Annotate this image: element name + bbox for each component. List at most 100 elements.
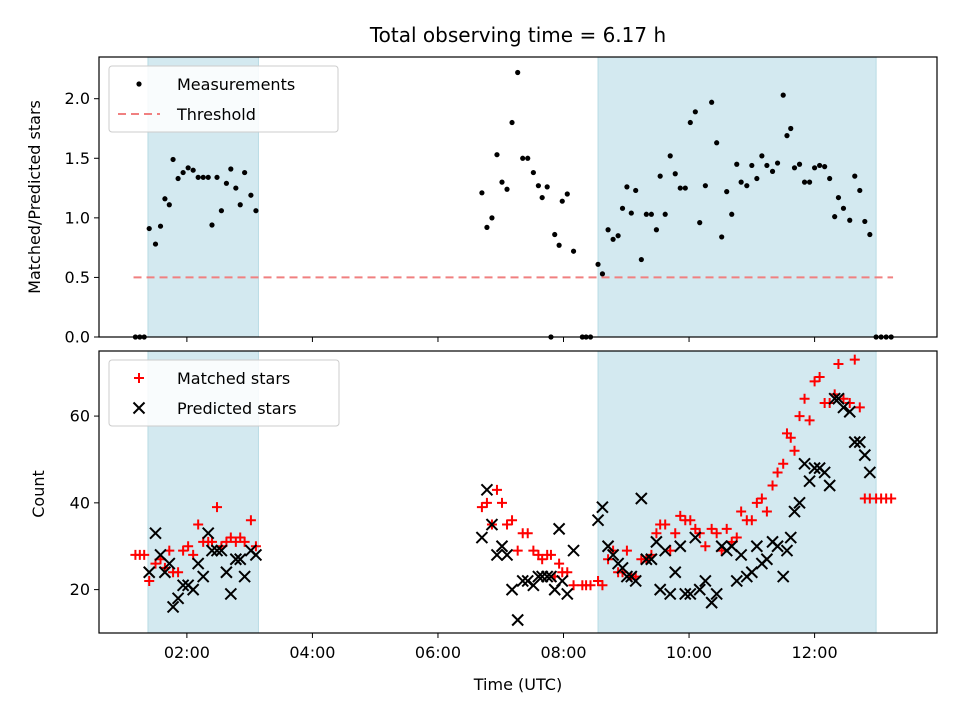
bottom-matched-stars-point-26 — [476, 502, 487, 513]
bottom-predicted-stars-point-12 — [202, 527, 215, 540]
bottom-y-tick-label-2: 60 — [70, 407, 90, 426]
bottom-legend-label-0: Matched stars — [177, 369, 290, 388]
top-measurements-point-66 — [677, 185, 683, 191]
bottom-matched-stars-point-33 — [512, 545, 523, 556]
top-measurements-point-25 — [253, 208, 259, 214]
top-measurements-point-74 — [719, 234, 725, 240]
top-measurements-point-69 — [692, 109, 698, 115]
top-measurements-point-78 — [738, 179, 744, 185]
bottom-predicted-stars-point-31 — [516, 574, 529, 588]
top-legend-label-1: Threshold — [176, 105, 256, 124]
top-measurements-point-55 — [624, 184, 630, 190]
bottom-matched-stars-point-22 — [235, 532, 246, 543]
top-measurements-point-22 — [237, 202, 243, 208]
bottom-matched-stars-point-101 — [849, 354, 860, 365]
top-axes-frame — [98, 56, 938, 338]
bottom-predicted-stars-point-39 — [552, 522, 566, 536]
top-measurements-point-76 — [729, 211, 735, 217]
bottom-matched-stars-point-42 — [554, 558, 565, 569]
bottom-matched-stars-point-88 — [785, 432, 796, 443]
bottom-predicted-stars-point-65 — [699, 574, 712, 588]
top-measurements-point-38 — [539, 194, 545, 201]
top-legend-box — [108, 65, 339, 133]
top-measurements-point-8 — [170, 156, 176, 163]
bottom-x-tick-label-5: 12:00 — [792, 643, 838, 662]
bottom-predicted-stars-point-27 — [495, 540, 509, 553]
top-measurements-point-19 — [223, 180, 230, 186]
top-measurements-point-103 — [862, 218, 868, 225]
bottom-y-tick-label-1: 40 — [70, 493, 90, 512]
bottom-predicted-stars-point-22 — [249, 548, 263, 562]
bottom-matched-stars-point-94 — [814, 372, 825, 383]
bottom-matched-stars-point-17 — [212, 502, 223, 513]
top-measurements-point-57 — [633, 187, 639, 194]
top-measurements-point-102 — [857, 187, 863, 194]
top-measurements-point-72 — [709, 99, 715, 105]
bottom-predicted-stars-point-52 — [635, 492, 648, 505]
top-measurements-point-34 — [520, 155, 526, 161]
bottom-matched-stars-point-92 — [804, 415, 815, 426]
bottom-panel: 20 40 60 02:00 04:00 06:00 08:00 10:00 12:00 Matc… — [70, 350, 938, 662]
top-measurements-point-77 — [734, 161, 740, 167]
bottom-predicted-stars-point-87 — [808, 461, 821, 475]
bottom-predicted-stars-point-0 — [143, 566, 156, 579]
bottom-predicted-stars-point-23 — [475, 531, 489, 544]
bottom-legend-handle-1 — [132, 401, 146, 415]
top-measurements-point-44 — [564, 191, 570, 197]
bottom-predicted-stars-point-61 — [679, 587, 692, 601]
top-measurements-point-5 — [157, 223, 164, 229]
bottom-matched-stars-point-68 — [685, 515, 696, 526]
top-measurements-point-13 — [195, 174, 201, 180]
bottom-matched-stars-point-80 — [746, 515, 757, 526]
bottom-predicted-stars-point-53 — [640, 553, 653, 566]
x-axis-label: Time (UTC) — [473, 675, 562, 694]
top-measurements-point-92 — [806, 179, 813, 185]
bottom-matched-stars-point-24 — [245, 515, 256, 526]
bottom-predicted-stars-point-35 — [535, 570, 549, 583]
top-y-axis-label: Matched/Predicted stars — [25, 100, 44, 294]
top-legend-label-0: Measurements — [177, 75, 295, 94]
top-measurements-point-6 — [162, 196, 168, 202]
bottom-predicted-stars-point-89 — [818, 466, 831, 479]
bottom-predicted-stars-point-82 — [784, 531, 797, 544]
top-legend: Measurements Threshold — [108, 65, 339, 133]
bottom-predicted-stars-point-95 — [848, 435, 861, 449]
bottom-matched-stars-point-45 — [568, 580, 579, 591]
bottom-matched-stars-point-93 — [809, 376, 820, 387]
bottom-predicted-stars-point-72 — [734, 548, 748, 562]
top-measurements-point-93 — [811, 165, 818, 171]
bottom-predicted-stars-point-93 — [837, 401, 850, 414]
bottom-matched-stars-point-75 — [721, 523, 732, 534]
top-measurements-point-4 — [152, 241, 159, 247]
bottom-predicted-stars-point-45 — [601, 540, 615, 553]
top-measurements-point-35 — [525, 155, 531, 161]
bottom-predicted-stars-point-44 — [596, 500, 609, 514]
bottom-matched-stars-point-84 — [767, 480, 778, 491]
bottom-legend-box — [108, 359, 340, 427]
top-measurements-point-14 — [200, 174, 206, 180]
top-y-tick-label-2: 1.0 — [65, 208, 90, 227]
bottom-predicted-stars-point-5 — [166, 600, 180, 614]
top-measurements-point-7 — [166, 202, 172, 208]
top-measurements-point-26 — [479, 190, 485, 196]
top-measurements-point-29 — [494, 152, 500, 158]
bottom-predicted-stars-point-41 — [561, 587, 574, 601]
top-measurements-point-43 — [559, 198, 565, 204]
bottom-matched-stars-point-49 — [593, 575, 604, 586]
bottom-predicted-stars-point-62 — [684, 587, 697, 601]
top-measurements-point-80 — [749, 162, 755, 169]
bottom-matched-stars-point-31 — [502, 519, 513, 530]
top-measurements-point-49 — [595, 261, 601, 267]
top-measurements-point-58 — [638, 256, 644, 263]
bottom-matched-stars-point-102 — [854, 402, 865, 413]
bottom-predicted-stars-point-6 — [171, 592, 185, 605]
top-measurements-point-3 — [146, 225, 152, 232]
top-measurements-point-21 — [233, 185, 239, 191]
top-legend-handle-0 — [136, 81, 142, 87]
top-measurements-point-15 — [205, 174, 211, 180]
top-measurements-point-97 — [832, 214, 838, 220]
bottom-matched-stars-point-13 — [193, 519, 204, 530]
bottom-predicted-stars-point-46 — [606, 548, 620, 562]
top-measurements-point-42 — [556, 242, 562, 248]
